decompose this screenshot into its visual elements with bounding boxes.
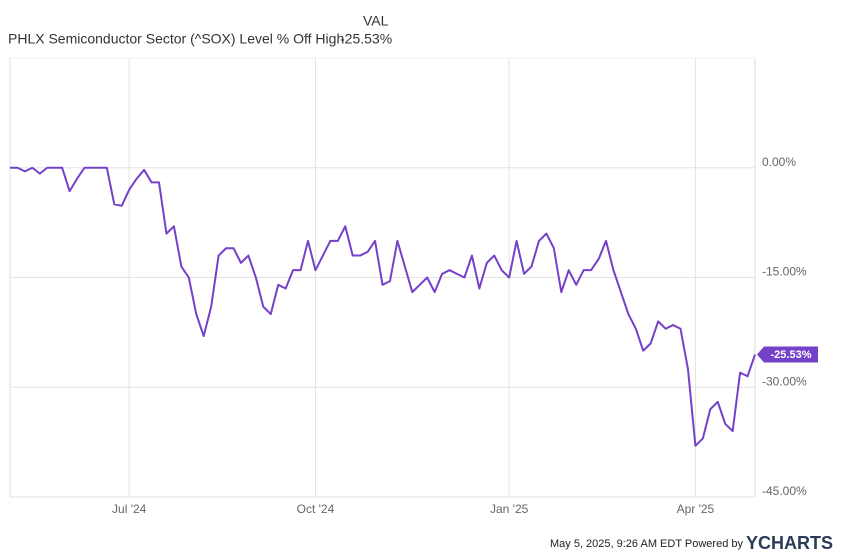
footer-timestamp: May 5, 2025, 9:26 AM EDT Powered by xyxy=(550,538,744,550)
series-last-value: -25.53% xyxy=(340,31,392,47)
last-value-tag xyxy=(757,346,818,363)
x-tick-label: Apr '25 xyxy=(677,502,715,516)
series-line xyxy=(10,166,756,447)
series-name: PHLX Semiconductor Sector (^SOX) Level %… xyxy=(8,31,344,47)
x-tick-label: Oct '24 xyxy=(297,502,335,516)
x-tick-label: Jul '24 xyxy=(112,502,147,516)
x-tick-label: Jan '25 xyxy=(490,502,529,516)
y-tick-label: 0.00% xyxy=(762,155,796,169)
y-tick-label: -45.00% xyxy=(762,484,807,498)
y-tick-label: -15.00% xyxy=(762,265,807,279)
value-header: VAL xyxy=(363,13,389,29)
footer-logo: YCHARTS xyxy=(746,533,833,553)
last-value-label: -25.53% xyxy=(771,349,812,361)
y-tick-label: -30.00% xyxy=(762,374,807,388)
